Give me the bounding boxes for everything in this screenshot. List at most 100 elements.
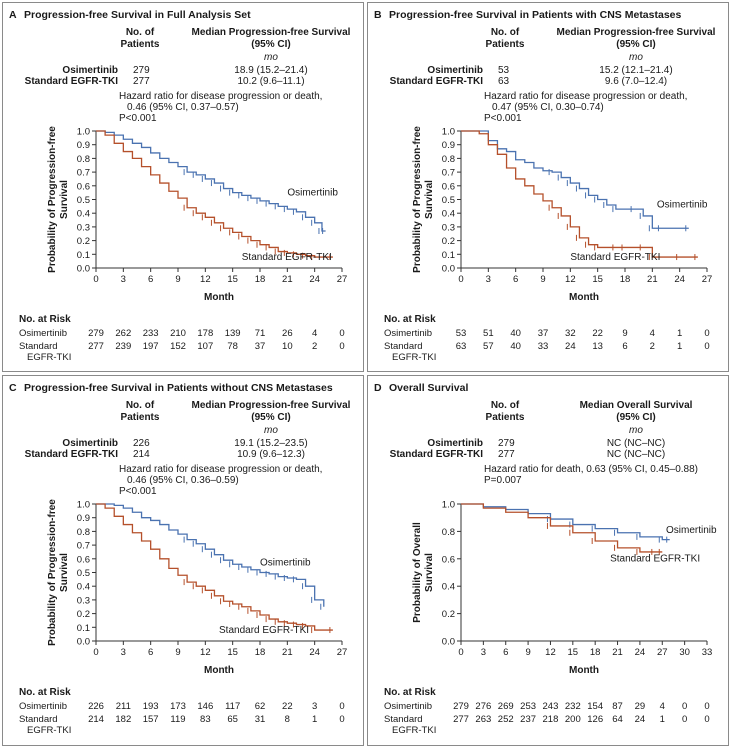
risk-value: 24	[565, 341, 576, 352]
unit-label: mo	[264, 425, 278, 436]
risk-value: 10	[282, 341, 293, 352]
km-curve-standard	[461, 130, 698, 258]
x-tick-label: 12	[565, 274, 576, 285]
risk-value: 139	[225, 328, 241, 339]
y-tick-label: 0.1	[77, 250, 90, 261]
risk-value: 154	[587, 701, 603, 712]
risk-table-title: No. at Risk	[19, 687, 71, 698]
y-tick-label: 0.8	[442, 154, 455, 165]
x-tick-label: 24	[309, 274, 320, 285]
risk-value: 0	[682, 714, 687, 725]
risk-value: 13	[592, 341, 603, 352]
risk-value: 83	[200, 714, 211, 725]
x-tick-label: 12	[545, 647, 556, 658]
col-header-patients: Patients	[486, 412, 525, 423]
risk-value: 0	[682, 701, 687, 712]
y-tick-label: 0.6	[442, 181, 455, 192]
risk-value: 214	[88, 714, 104, 725]
group-n: 277	[498, 449, 515, 460]
risk-value: 279	[88, 328, 104, 339]
x-tick-label: 3	[481, 647, 486, 658]
group-n: 226	[133, 438, 150, 449]
col-header-patients: No. of	[126, 400, 155, 411]
x-tick-label: 18	[620, 274, 631, 285]
x-axis-label: Month	[204, 292, 234, 303]
risk-value: 178	[197, 328, 213, 339]
y-tick-label: 0.8	[77, 154, 90, 165]
hazard-ratio-text: Hazard ratio for death, 0.63 (95% CI, 0.…	[484, 464, 698, 475]
y-tick-label: 0.2	[77, 236, 90, 247]
col-header-median: Median Overall Survival	[580, 400, 693, 411]
risk-value: 0	[339, 701, 344, 712]
x-tick-label: 9	[175, 274, 180, 285]
risk-value: 173	[170, 701, 186, 712]
x-tick-label: 18	[590, 647, 601, 658]
y-axis-label: Probability of Progression-free	[47, 499, 58, 646]
x-tick-label: 6	[503, 647, 508, 658]
risk-value: 29	[635, 701, 646, 712]
km-curve-osimertinib	[461, 503, 670, 541]
hazard-ratio-text: Hazard ratio for disease progression or …	[119, 91, 322, 102]
y-tick-label: 0.4	[77, 209, 90, 220]
group-label: Standard EGFR-TKI	[25, 76, 119, 87]
y-tick-label: 0.9	[77, 513, 90, 524]
risk-value: 32	[565, 328, 576, 339]
col-header-median: Median Progression-free Survival	[192, 27, 351, 38]
x-tick-label: 3	[121, 647, 126, 658]
risk-value: 33	[538, 341, 549, 352]
risk-value: 253	[520, 701, 536, 712]
risk-value: 210	[170, 328, 186, 339]
group-n: 214	[133, 449, 150, 460]
p-value: P<0.001	[119, 113, 157, 124]
risk-value: 157	[143, 714, 159, 725]
y-tick-label: 0.5	[77, 568, 90, 579]
risk-value: 4	[660, 701, 665, 712]
risk-value: 1	[660, 714, 665, 725]
y-tick-label: 0.0	[77, 264, 90, 275]
risk-value: 40	[510, 341, 521, 352]
panel-letter: B	[374, 9, 382, 21]
risk-value: 269	[498, 701, 514, 712]
panel-letter: C	[9, 382, 17, 394]
risk-value: 57	[483, 341, 494, 352]
risk-row-label: Osimertinib	[19, 328, 67, 339]
group-median: 9.6 (7.0–12.4)	[605, 76, 667, 87]
x-tick-label: 21	[282, 274, 293, 285]
y-tick-label: 0.0	[442, 637, 455, 648]
panel-title: Overall Survival	[389, 382, 468, 394]
y-tick-label: 0.4	[442, 209, 455, 220]
risk-value: 277	[88, 341, 104, 352]
y-axis-label: Probability of Overall	[412, 522, 423, 623]
y-tick-label: 0.3	[442, 222, 455, 233]
risk-value: 263	[475, 714, 491, 725]
group-label: Standard EGFR-TKI	[390, 76, 484, 87]
x-tick-label: 6	[148, 647, 153, 658]
panel-a: A Progression-free Survival in Full Analy…	[2, 2, 364, 372]
risk-value: 193	[143, 701, 159, 712]
risk-value: 64	[612, 714, 623, 725]
series-label-osimertinib: Osimertinib	[666, 525, 717, 536]
risk-value: 182	[115, 714, 131, 725]
x-axis-label: Month	[569, 665, 599, 676]
x-tick-label: 27	[337, 647, 348, 658]
col-header-patients: No. of	[491, 400, 520, 411]
risk-value: 252	[498, 714, 514, 725]
risk-value: 9	[622, 328, 627, 339]
x-tick-label: 9	[525, 647, 530, 658]
risk-value: 276	[475, 701, 491, 712]
y-tick-label: 0.9	[442, 140, 455, 151]
risk-value: 22	[282, 701, 293, 712]
y-tick-label: 1.0	[77, 127, 90, 138]
risk-row-label: EGFR-TKI	[392, 725, 436, 736]
risk-value: 197	[143, 341, 159, 352]
risk-value: 107	[197, 341, 213, 352]
series-label-osimertinib: Osimertinib	[657, 200, 708, 211]
y-tick-label: 0.8	[442, 527, 455, 538]
risk-value: 65	[227, 714, 238, 725]
x-tick-label: 18	[255, 647, 266, 658]
panel-letter: D	[374, 382, 382, 394]
unit-label: mo	[629, 425, 643, 436]
x-tick-label: 24	[309, 647, 320, 658]
risk-value: 24	[635, 714, 646, 725]
y-tick-label: 0.4	[77, 582, 90, 593]
